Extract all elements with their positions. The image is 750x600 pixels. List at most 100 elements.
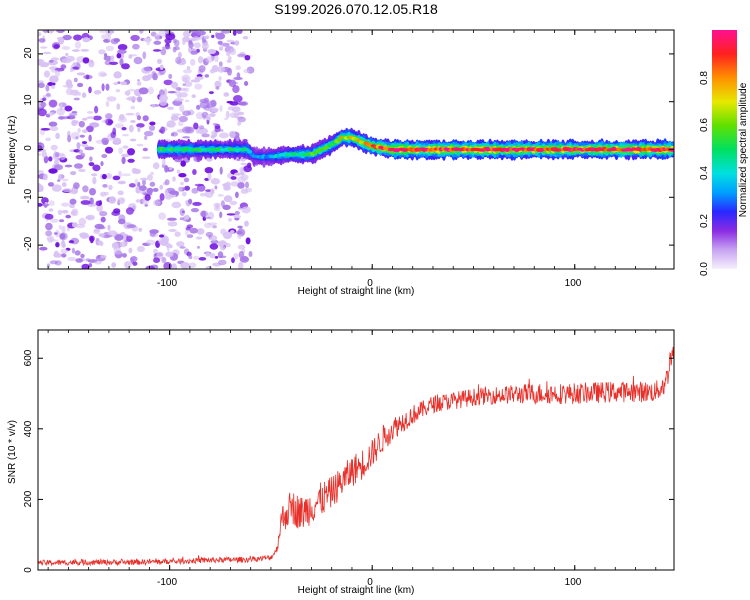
noise-blob (59, 219, 65, 223)
page-title: S199.2026.070.12.05.R18 (274, 1, 438, 17)
noise-blob (199, 210, 209, 218)
noise-blob (148, 125, 156, 131)
noise-blob (86, 111, 94, 114)
noise-blob (129, 124, 134, 133)
noise-blob (50, 218, 59, 223)
noise-blob (196, 30, 206, 36)
noise-blob (219, 245, 226, 251)
noise-blob (43, 155, 49, 164)
noise-blob (160, 48, 167, 56)
noise-blob (82, 185, 89, 193)
noise-blob (88, 86, 92, 94)
noise-blob (145, 239, 156, 246)
noise-blob (107, 119, 114, 125)
noise-blob (80, 49, 90, 52)
noise-blob (69, 198, 77, 205)
snr-frame (37, 329, 675, 571)
noise-blob (43, 70, 51, 78)
noise-blob (233, 252, 239, 260)
noise-blob (104, 53, 108, 58)
noise-blob (117, 197, 126, 205)
spectrogram-ytick-label: 0 (23, 145, 34, 151)
colorbar-tick-label: 0.0 (699, 262, 710, 276)
noise-blob (228, 217, 232, 222)
noise-blob (59, 232, 68, 241)
noise-blob (85, 214, 95, 221)
noise-blob (88, 263, 93, 268)
noise-blob (225, 242, 231, 248)
noise-blob (237, 233, 242, 239)
noise-blob (55, 151, 60, 158)
noise-blob (210, 99, 217, 108)
noise-blob (152, 49, 162, 52)
noise-blob (127, 96, 138, 102)
noise-blob (168, 229, 177, 232)
noise-blob (217, 40, 223, 45)
noise-blob (38, 32, 42, 37)
noise-blob (248, 251, 253, 257)
noise-blob (153, 248, 158, 254)
noise-blob (111, 262, 117, 268)
noise-blob (235, 136, 240, 141)
noise-blob (116, 52, 122, 59)
noise-blob (232, 30, 237, 36)
spectrogram-xtick-label: 100 (565, 278, 582, 289)
noise-blob (110, 131, 117, 139)
noise-blob (101, 173, 107, 180)
noise-blob (198, 127, 208, 135)
noise-blob (194, 183, 204, 187)
noise-blob (236, 230, 243, 235)
noise-blob (139, 185, 147, 192)
noise-blob (159, 64, 164, 71)
noise-blob (69, 204, 75, 209)
noise-blob (86, 116, 95, 119)
noise-blob (48, 121, 58, 127)
noise-blob (109, 61, 119, 65)
noise-blob (101, 137, 109, 144)
noise-blob (149, 229, 159, 234)
noise-blob (88, 162, 95, 167)
noise-blob (98, 49, 106, 55)
noise-blob (205, 231, 214, 238)
noise-blob (47, 182, 55, 187)
noise-blob (93, 228, 101, 233)
noise-blob (143, 66, 152, 72)
noise-blob (65, 52, 69, 57)
noise-blob (160, 126, 166, 134)
noise-blob (46, 235, 55, 242)
noise-blob (56, 30, 65, 34)
noise-blob (105, 173, 113, 179)
noise-blob (209, 243, 219, 250)
noise-blob (234, 40, 240, 46)
noise-blob (133, 56, 143, 65)
noise-blob (204, 167, 214, 174)
noise-blob (114, 234, 124, 241)
noise-blob (121, 63, 130, 70)
noise-blob (158, 234, 165, 238)
noise-blob (147, 187, 154, 194)
noise-blob (242, 138, 248, 143)
noise-blob (192, 36, 200, 41)
noise-blob (110, 38, 119, 45)
noise-blob (190, 58, 196, 66)
snr-panel: -100 0 100 0 200 400 600 Height of strai… (7, 329, 675, 596)
noise-blob (61, 253, 67, 258)
noise-blob (127, 158, 135, 163)
noise-blob (50, 69, 59, 73)
noise-blob (39, 62, 50, 68)
noise-blob (188, 198, 193, 205)
noise-blob (137, 79, 140, 82)
noise-blob (238, 261, 244, 269)
noise-blob (130, 120, 136, 123)
noise-blob (168, 73, 173, 79)
noise-blob (82, 144, 89, 148)
noise-blob (76, 223, 86, 229)
snr-ticks (38, 330, 674, 571)
noise-blob (127, 148, 135, 156)
noise-blob (205, 266, 213, 269)
spectrogram-ticks (38, 30, 674, 269)
noise-blob (135, 199, 141, 203)
noise-blob (167, 91, 177, 94)
noise-blob (105, 113, 113, 120)
noise-blob (189, 227, 198, 234)
